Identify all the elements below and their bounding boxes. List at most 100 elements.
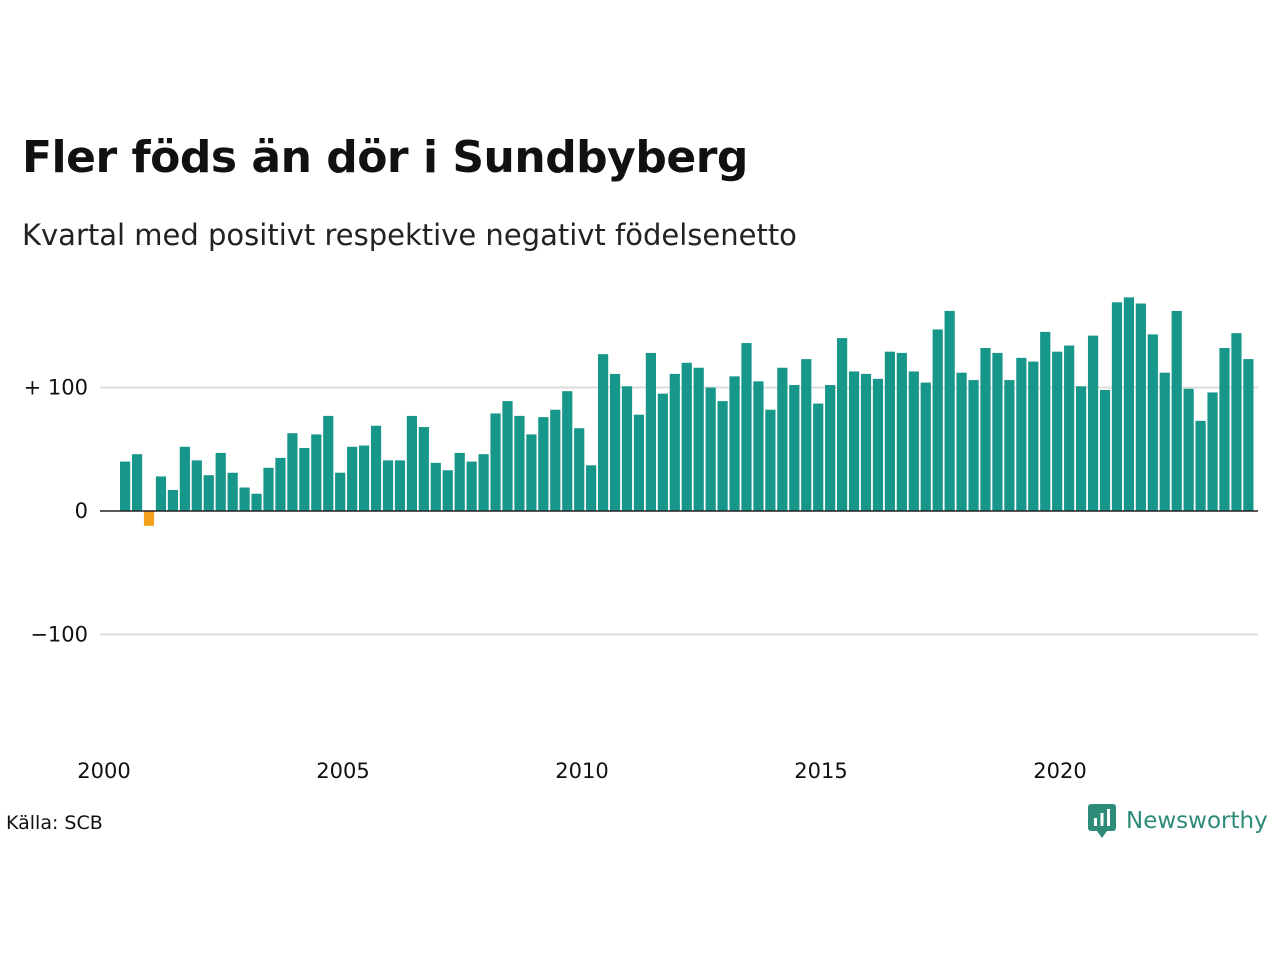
bar-positive[interactable]: 2016 K1: 129 [884,351,895,511]
bar-positive[interactable]: 2006 K2: 68 [418,427,429,511]
bar-positive[interactable]: 2015 K1: 140 [837,338,848,511]
bar-positive[interactable]: 2022 K1: 162 [1171,310,1182,511]
bar-positive[interactable]: 2002 K2: 31 [227,472,238,512]
x-tick-label: 2000 [77,759,130,783]
bar-positive[interactable]: 2020 K3: 98 [1099,389,1111,511]
bar-positive[interactable]: 2014 K1: 102 [789,385,800,511]
bar-positive[interactable]: 2013 K1: 136 [741,343,752,511]
bar-positive[interactable]: 2015 K4: 107 [872,378,884,511]
bar-positive[interactable]: 2023 K3: 123 [1243,359,1254,511]
brand-name: Newsworthy [1126,808,1268,834]
bar-positive[interactable]: 2019 K1: 121 [1028,361,1039,511]
bar-positive[interactable]: 2009 K1: 82 [550,409,561,511]
bar-positive[interactable]: 2015 K3: 111 [860,373,872,511]
bar-positive[interactable]: 2013 K4: 116 [777,367,788,511]
bar-positive[interactable]: 2010 K4: 78 [633,414,645,511]
bar-positive[interactable]: 2014 K2: 123 [801,359,812,511]
bar-positive[interactable]: 2001 K4: 29 [203,475,214,512]
bar-positive[interactable]: 2001 K2: 52 [179,446,190,511]
bar-positive[interactable]: 2020 K4: 169 [1111,302,1123,511]
bar-positive[interactable]: 2002 K4: 14 [251,493,262,511]
bar-positive[interactable]: 2006 K4: 33 [442,470,453,512]
bar-positive[interactable]: 2015 K2: 113 [848,371,860,511]
bar-positive[interactable]: 2007 K3: 46 [478,454,489,511]
bar-positive[interactable]: 2005 K2: 69 [370,425,382,511]
bar-positive[interactable]: 2017 K1: 147 [932,329,943,511]
bar-positive[interactable]: 2021 K1: 173 [1123,297,1134,511]
bar-positive[interactable]: 2010 K1: 127 [598,354,609,511]
bar-positive[interactable]: 2022 K4: 96 [1207,392,1218,511]
bar-positive[interactable]: 2010 K3: 101 [621,386,633,511]
brand-logo[interactable]: Newsworthy [1088,804,1268,838]
bar-positive[interactable]: 2008 K4: 76 [538,417,549,511]
bar-positive[interactable]: 2012 K2: 100 [705,387,716,512]
bar-positive[interactable]: 2010 K2: 111 [609,373,621,511]
bar-positive[interactable]: 2018 K2: 128 [992,352,1003,511]
bar-positive[interactable]: 2013 K2: 105 [753,381,764,511]
bar-positive[interactable]: 2007 K1: 47 [454,452,465,511]
bar-positive[interactable]: 2023 K2: 144 [1231,333,1242,511]
bar-positive[interactable]: 2018 K1: 132 [980,347,991,511]
bar-positive[interactable]: 2005 K1: 53 [359,445,370,511]
bar-positive[interactable]: 2019 K4: 134 [1064,345,1075,511]
bar-positive[interactable]: 2001 K1: 17 [167,490,178,511]
bar-positive[interactable]: 2020 K2: 142 [1087,335,1099,511]
bar-negative[interactable]: 2000 K3: -12 [143,511,155,526]
bar-positive[interactable]: 2021 K4: 112 [1159,372,1170,511]
bar-positive[interactable]: 2012 K3: 89 [717,401,728,511]
bar-positive[interactable]: 2004 K2: 77 [323,415,334,511]
bar-positive[interactable]: 2019 K3: 129 [1052,351,1063,511]
bar-positive[interactable]: 2014 K4: 102 [825,385,836,511]
bar-positive[interactable]: 2021 K3: 143 [1147,334,1158,511]
bar-positive[interactable]: 2019 K2: 145 [1040,331,1051,511]
bar-positive[interactable]: 2017 K4: 106 [968,380,979,511]
bar-positive[interactable]: 2016 K2: 128 [896,352,907,511]
bar-positive[interactable]: 2006 K3: 39 [430,462,441,511]
bar-positive[interactable]: 2000 K4: 28 [155,476,167,511]
bar-positive[interactable]: 2012 K1: 116 [693,367,704,511]
bar-positive[interactable]: 2023 K1: 132 [1219,347,1230,511]
bar-positive[interactable]: 2016 K4: 104 [920,382,931,511]
bar-positive[interactable]: 2001 K3: 41 [191,460,202,512]
bar-positive[interactable]: 2006 K1: 77 [406,415,417,511]
bar-positive[interactable]: 2000 K2: 46 [131,454,143,511]
bar-positive[interactable]: 2020 K1: 101 [1076,386,1087,511]
bar-positive[interactable]: 2005 K4: 41 [394,460,406,512]
bar-positive[interactable]: 2021 K2: 168 [1135,303,1146,511]
bar-positive[interactable]: 2009 K2: 97 [562,391,573,511]
bar-positive[interactable]: 2014 K3: 87 [813,403,824,511]
chart-subtitle: Kvartal med positivt respektive negativt… [22,218,797,252]
bar-positive[interactable]: 2002 K3: 19 [239,487,250,511]
bar-positive[interactable]: 2011 K4: 120 [681,362,692,511]
bar-positive[interactable]: 2012 K4: 109 [729,376,740,511]
bar-positive[interactable]: 2004 K4: 52 [347,446,358,511]
bar-positive[interactable]: 2008 K3: 62 [526,434,537,511]
bar-positive[interactable]: 2011 K3: 111 [669,373,680,511]
bar-positive[interactable]: 2017 K2: 162 [944,310,955,511]
bar-positive[interactable]: 2018 K3: 106 [1004,380,1015,511]
bar-positive[interactable]: 2011 K1: 128 [645,352,656,511]
bar-positive[interactable]: 2004 K3: 31 [335,472,346,512]
bar-positive[interactable]: 2011 K2: 95 [657,393,668,511]
bar-positive[interactable]: 2000 K1: 40 [120,461,131,511]
bar-positive[interactable]: 2017 K3: 112 [956,372,967,511]
bar-positive[interactable]: 2007 K4: 79 [490,413,501,512]
bar-positive[interactable]: 2004 K1: 62 [311,434,322,511]
bar-positive[interactable]: 2018 K4: 124 [1016,357,1027,511]
bar-positive[interactable]: 2009 K3: 67 [574,428,585,511]
bar-positive[interactable]: 2022 K2: 99 [1183,388,1194,511]
bar-positive[interactable]: 2005 K3: 41 [382,460,394,512]
bar-positive[interactable]: 2016 K3: 113 [908,371,919,511]
bar-positive[interactable]: 2022 K3: 73 [1195,420,1206,511]
bar-positive[interactable]: 2013 K3: 82 [765,409,776,511]
x-tick-label: 2010 [555,759,608,783]
bar-positive[interactable]: 2003 K3: 63 [287,433,298,511]
bar-positive[interactable]: 2002 K1: 47 [215,452,226,511]
bar-positive[interactable]: 2008 K2: 77 [514,415,525,511]
bar-positive[interactable]: 2007 K2: 40 [466,461,477,511]
bar-positive[interactable]: 2003 K1: 35 [263,467,274,512]
bar-positive[interactable]: 2008 K1: 89 [502,401,513,511]
bar-positive[interactable]: 2003 K2: 43 [275,457,286,511]
bar-positive[interactable]: 2009 K4: 37 [586,465,597,512]
bar-positive[interactable]: 2003 K4: 51 [299,448,310,511]
